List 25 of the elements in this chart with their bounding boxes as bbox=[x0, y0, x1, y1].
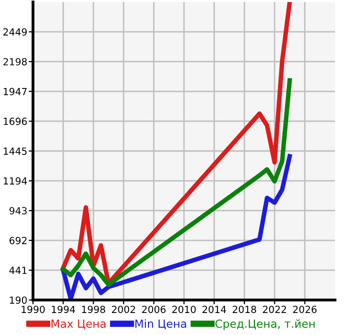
line-series bbox=[60, 78, 292, 287]
legend-label: Сред.Цена, т.йен bbox=[215, 319, 315, 330]
y-tick-label: 441 bbox=[9, 266, 27, 274]
y-tick-label: 1194 bbox=[4, 177, 27, 185]
x-tick-label: 2002 bbox=[112, 306, 135, 314]
x-tick-label: 2010 bbox=[172, 306, 196, 314]
legend-label: Max Цена bbox=[52, 320, 106, 330]
y-tick-label: 2449 bbox=[3, 28, 27, 36]
line-series bbox=[60, 154, 292, 300]
x-tick-label: 1990 bbox=[22, 306, 45, 314]
y-tick-label: 1696 bbox=[4, 118, 27, 126]
y-tick-label: 1445 bbox=[4, 148, 27, 155]
y-tick-label: 190 bbox=[10, 296, 27, 304]
x-tick-label: 2026 bbox=[293, 306, 317, 314]
y-tick-label: 692 bbox=[10, 236, 26, 244]
y-tick-label: 2198 bbox=[3, 58, 27, 66]
legend-label: Min Цена bbox=[135, 319, 186, 330]
x-tick-label: 1998 bbox=[82, 306, 106, 314]
y-tick-label: 943 bbox=[10, 207, 27, 214]
x-tick-label: 2018 bbox=[232, 306, 256, 314]
x-tick-label: 1994 bbox=[52, 306, 76, 314]
x-tick-label: 2022 bbox=[262, 306, 286, 314]
x-tick-label: 2006 bbox=[142, 306, 166, 314]
x-tick-label: 2014 bbox=[202, 306, 226, 314]
y-tick-label: 1947 bbox=[4, 88, 27, 96]
